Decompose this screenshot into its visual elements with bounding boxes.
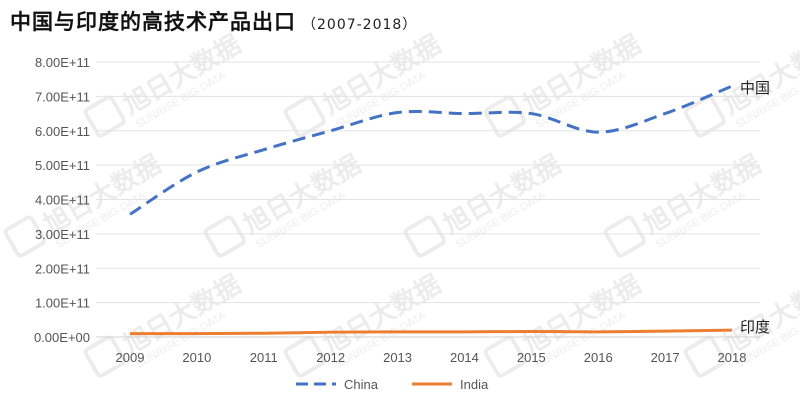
y-tick-label: 4.00E+11	[35, 193, 90, 208]
x-tick-label: 2017	[651, 350, 680, 365]
x-tick-label: 2013	[383, 350, 412, 365]
series-lines	[129, 84, 733, 336]
x-tick-label: 2016	[584, 350, 613, 365]
x-tick-label: 2014	[450, 350, 479, 365]
legend-label-india: India	[460, 377, 489, 392]
watermark-logo-icon	[603, 215, 646, 258]
y-tick-label: 2.00E+11	[35, 261, 90, 276]
watermark-cn-text: 旭日大数据	[439, 150, 567, 241]
watermark-logo-icon	[83, 95, 126, 138]
watermark-cn-text: 旭日大数据	[119, 270, 247, 361]
y-tick-label: 5.00E+11	[35, 158, 90, 173]
watermark-logo-icon	[203, 215, 246, 258]
chart-title: 中国与印度的高技术产品出口 （2007-2018）	[10, 6, 417, 36]
watermark-logo-icon	[483, 335, 526, 378]
x-tick-label: 2009	[116, 350, 145, 365]
gridlines	[96, 61, 760, 338]
watermark-logo-icon	[83, 335, 126, 378]
y-axis-ticks: 0.00E+00 1.00E+11 2.00E+11 3.00E+11 4.00E+11…	[34, 55, 90, 345]
watermark-cn-text: 旭日大数据	[639, 150, 767, 241]
legend-label-china: China	[344, 377, 379, 392]
watermark-logo-icon	[403, 215, 446, 258]
watermark-logo-icon	[3, 215, 46, 258]
legend: China India	[296, 377, 489, 392]
x-tick-label: 2012	[316, 350, 345, 365]
watermark-cn-text: 旭日大数据	[319, 30, 447, 121]
y-tick-label: 0.00E+00	[34, 330, 90, 345]
y-tick-label: 6.00E+11	[35, 124, 90, 139]
watermark-logo-icon	[283, 335, 326, 378]
x-tick-label: 2015	[517, 350, 546, 365]
watermark-logo-icon	[483, 95, 526, 138]
china-end-label: 中国	[740, 79, 770, 97]
y-tick-label: 7.00E+11	[35, 89, 90, 104]
india-end-label: 印度	[740, 318, 770, 336]
watermark-cn-text: 旭日大数据	[519, 270, 647, 361]
x-axis-ticks: 2009 2010 2011 2012 2013 2014 2015 2016 2017 2018	[116, 350, 747, 365]
series-line-india	[129, 328, 733, 336]
chart-title-years: （2007-2018）	[302, 17, 418, 33]
y-tick-label: 3.00E+11	[35, 227, 90, 242]
x-tick-label: 2010	[182, 350, 211, 365]
chart-title-main: 中国与印度的高技术产品出口	[10, 10, 296, 34]
watermark-logo-icon	[683, 335, 726, 378]
y-tick-label: 1.00E+11	[35, 296, 90, 311]
series-line-china	[129, 84, 733, 216]
watermark-cn-text: 旭日大数据	[239, 150, 367, 241]
watermark-cn-text: 旭日大数据	[519, 30, 647, 121]
watermark-logo-icon	[283, 95, 326, 138]
x-tick-label: 2018	[718, 350, 747, 365]
y-tick-label: 8.00E+11	[35, 55, 90, 70]
x-tick-label: 2011	[250, 350, 278, 365]
watermark-cn-text: 旭日大数据	[119, 30, 247, 121]
watermark-cn-text: 旭日大数据	[319, 270, 447, 361]
watermark-logo-icon	[683, 95, 726, 138]
